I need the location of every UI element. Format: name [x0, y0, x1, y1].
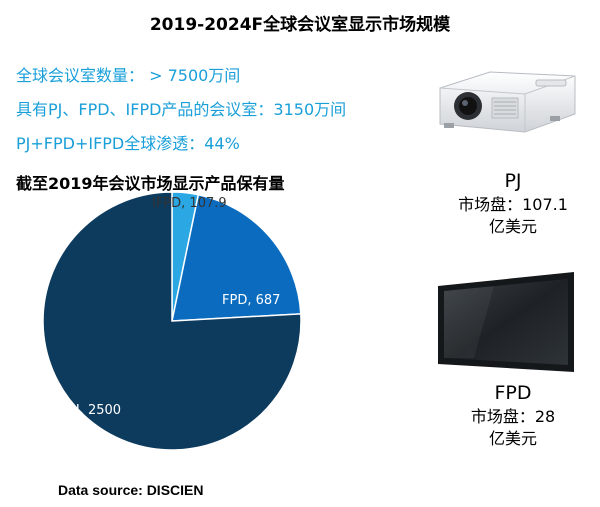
pie-label-fpd: FPD, 687 [222, 293, 280, 308]
stat-penetration: PJ+FPD+IFPD全球渗透：44% [16, 134, 240, 153]
stat-meeting-room-count: 全球会议室数量： > 7500万间 [16, 66, 241, 85]
fpd-name: FPD [494, 382, 532, 404]
stat-equipped-rooms: 具有PJ、FPD、IFPD产品的会议室：3150万间 [16, 100, 347, 119]
pie-slice-fpd [171, 193, 302, 322]
pj-market-size: 市场盘：107.1 [458, 195, 568, 214]
pie-chart: IFPD, 107.9 FPD, 687 PJ, 2500 [42, 191, 302, 451]
pie-label-ifpd: IFPD, 107.9 [152, 196, 227, 211]
pj-info: PJ 市场盘：107.1 亿美元 [428, 170, 598, 238]
pj-name: PJ [504, 170, 522, 192]
pj-unit: 亿美元 [488, 217, 537, 236]
pie-slice-pj [42, 191, 302, 451]
flat-panel-display-icon [438, 272, 574, 372]
fpd-unit: 亿美元 [488, 429, 537, 448]
projector-icon [439, 71, 576, 133]
chart-subtitle: 截至2019年会议市场显示产品保有量 [16, 174, 285, 193]
pie-label-pj: PJ, 2500 [68, 403, 121, 418]
page-title: 2019-2024F全球会议室显示市场规模 [149, 15, 451, 35]
fpd-info: FPD 市场盘：28 亿美元 [428, 382, 598, 450]
data-source: Data source: DISCIEN [58, 482, 204, 498]
fpd-market-size: 市场盘：28 [470, 407, 556, 426]
